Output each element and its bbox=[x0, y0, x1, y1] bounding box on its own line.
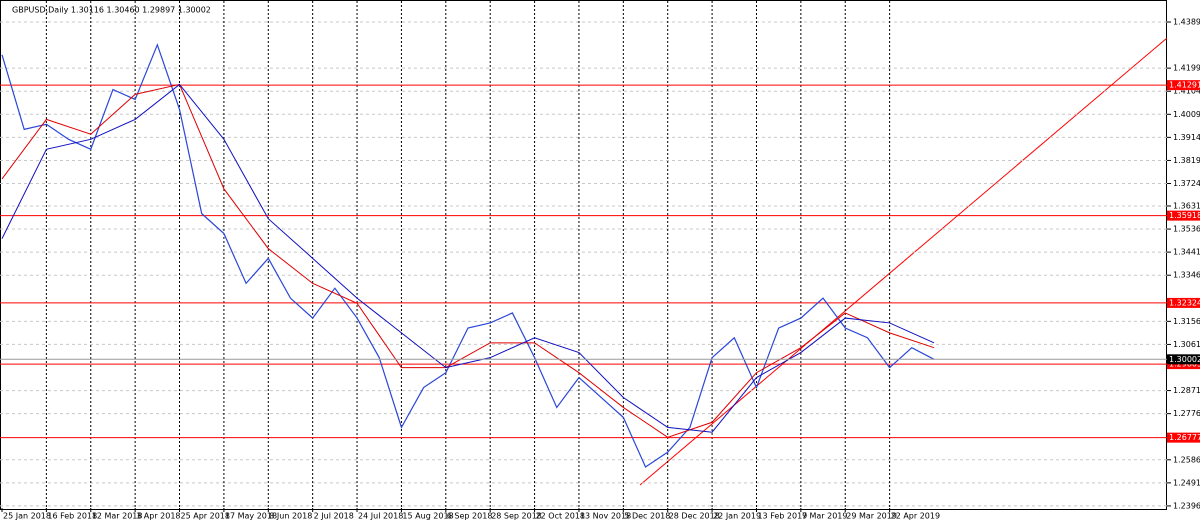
series-line bbox=[1, 43, 935, 468]
level-tag bbox=[1167, 432, 1200, 443]
y-tick-label: 1.25865 bbox=[1173, 455, 1200, 464]
level-label: 1.35918 bbox=[1169, 211, 1200, 220]
x-tick-label: 3 Apr 2018 bbox=[136, 512, 180, 521]
y-tick-label: 1.31565 bbox=[1173, 317, 1200, 326]
y-tick-label: 1.33465 bbox=[1173, 271, 1200, 280]
level-tag bbox=[1167, 297, 1200, 308]
x-tick-label: 7 Mar 2019 bbox=[802, 512, 848, 521]
y-tick-label: 1.27765 bbox=[1173, 409, 1200, 418]
y-tick-label: 1.41040 bbox=[1173, 87, 1200, 96]
level-label: 1.41291 bbox=[1169, 81, 1200, 90]
y-tick-label: 1.24915 bbox=[1173, 478, 1200, 487]
x-tick-label: 16 Feb 2018 bbox=[47, 512, 97, 521]
x-tick-label: 2 Jul 2018 bbox=[314, 512, 354, 521]
price-tag bbox=[1167, 354, 1200, 365]
x-tick-label: 13 Nov 2018 bbox=[580, 512, 631, 521]
price-label: 1.30002 bbox=[1169, 355, 1200, 364]
x-tick-label: 22 Jan 2019 bbox=[713, 512, 761, 521]
series-line bbox=[1, 83, 935, 438]
series-line bbox=[1, 83, 935, 433]
level-label: 1.32324 bbox=[1169, 298, 1200, 307]
x-tick-label: 13 Feb 2019 bbox=[757, 512, 807, 521]
x-tick-label: 28 Sep 2018 bbox=[491, 512, 542, 521]
y-tick-label: 1.40090 bbox=[1173, 110, 1200, 119]
x-tick-label: 25 Jan 2018 bbox=[3, 512, 51, 521]
x-tick-label: 5 Dec 2018 bbox=[624, 512, 670, 521]
x-tick-label: 22 Oct 2018 bbox=[536, 512, 585, 521]
y-tick-label: 1.41990 bbox=[1173, 64, 1200, 73]
x-tick-label: 17 May 2018 bbox=[225, 512, 277, 521]
x-tick-label: 29 Mar 2019 bbox=[846, 512, 897, 521]
y-tick-label: 1.43890 bbox=[1173, 18, 1200, 27]
y-tick-label: 1.37240 bbox=[1173, 179, 1200, 188]
x-tick-label: 22 Apr 2019 bbox=[891, 512, 940, 521]
y-tick-label: 1.28715 bbox=[1173, 386, 1200, 395]
level-tag bbox=[1167, 210, 1200, 221]
y-tick-label: 1.35365 bbox=[1173, 225, 1200, 234]
level-label: 1.26777 bbox=[1169, 433, 1200, 442]
trend-line bbox=[639, 37, 1168, 486]
y-tick-label: 1.34415 bbox=[1173, 248, 1200, 257]
x-tick-label: 28 Dec 2018 bbox=[669, 512, 720, 521]
y-tick-label: 1.39140 bbox=[1173, 133, 1200, 142]
x-tick-label: 24 Jul 2018 bbox=[358, 512, 403, 521]
x-tick-label: 6 Sep 2018 bbox=[447, 512, 493, 521]
plot-border bbox=[0, 0, 1167, 510]
x-tick-label: 8 Jun 2018 bbox=[269, 512, 312, 521]
y-tick-label: 1.23965 bbox=[1173, 501, 1200, 510]
level-tag bbox=[1167, 80, 1200, 91]
y-tick-label: 1.36315 bbox=[1173, 201, 1200, 210]
chart-title: GBPUSD,Daily 1.30116 1.30460 1.29897 1.3… bbox=[12, 6, 211, 15]
x-tick-label: 25 Apr 2018 bbox=[181, 512, 230, 521]
y-tick-label: 1.30615 bbox=[1173, 340, 1200, 349]
x-tick-label: 15 Aug 2018 bbox=[402, 512, 453, 521]
y-tick-label: 1.38190 bbox=[1173, 156, 1200, 165]
x-tick-label: 12 Mar 2018 bbox=[92, 512, 143, 521]
